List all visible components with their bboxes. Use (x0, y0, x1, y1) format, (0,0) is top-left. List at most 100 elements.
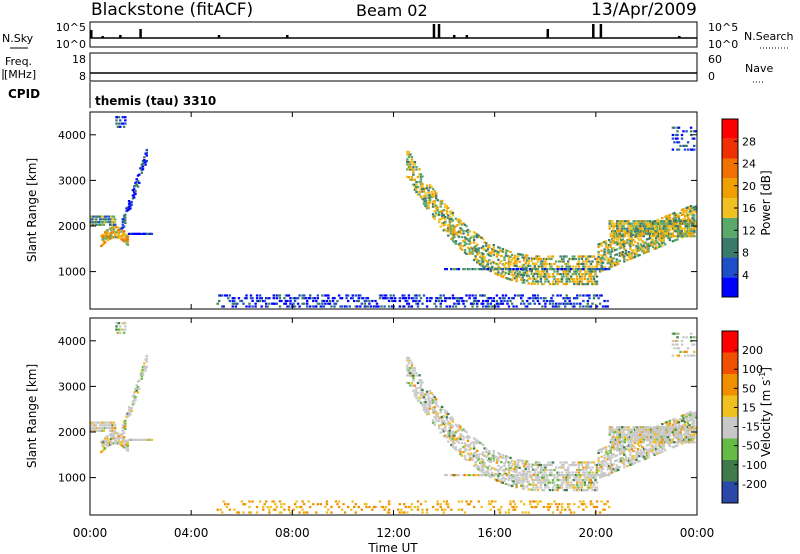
velocity-pixel (477, 458, 480, 461)
velocity-pixel (103, 447, 107, 450)
power-pixel (255, 297, 259, 300)
velocity-pixel (594, 463, 597, 467)
velocity-pixel (439, 431, 442, 434)
power-pixel (347, 294, 350, 297)
velocity-pixel (112, 434, 116, 437)
velocity-pixel (668, 419, 672, 422)
power-pixel (618, 247, 621, 250)
power-pixel (318, 302, 321, 305)
power-pixel (595, 257, 599, 261)
power-pixel (114, 221, 117, 224)
velocity-pixel (476, 459, 479, 462)
power-pixel (466, 233, 470, 237)
power-pixel (216, 302, 219, 305)
power-pixel (628, 230, 632, 233)
velocity-pixel (638, 437, 641, 440)
power-pixel (573, 305, 576, 308)
power-pixel (482, 257, 485, 261)
velocity-pixel (680, 439, 684, 443)
velocity-pixel (222, 500, 225, 503)
velocity-pixel (445, 413, 448, 416)
power-pixel (125, 234, 128, 238)
power-pixel (673, 235, 676, 238)
power-pixel (636, 237, 640, 240)
power-pixel (680, 208, 684, 211)
velocity-pixel (436, 508, 439, 511)
velocity-pixel (472, 464, 476, 468)
velocity-pixel (114, 427, 117, 430)
velocity-pixel (125, 445, 128, 449)
velocity-pixel (683, 421, 687, 424)
power-pixel (483, 266, 486, 269)
velocity-pixel (476, 442, 479, 445)
velocity-pixel (547, 461, 550, 464)
velocity-pixel (591, 474, 594, 477)
power-pixel (532, 262, 535, 265)
power-pixel (468, 297, 471, 300)
velocity-pixel (600, 448, 603, 451)
velocity-pixel (652, 438, 656, 441)
velocity-pixel (325, 503, 329, 506)
power-pixel (541, 270, 544, 273)
power-pixel (656, 235, 659, 238)
velocity-pixel (691, 430, 694, 433)
power-pixel (492, 251, 495, 254)
power-pixel (679, 222, 682, 225)
power-pixel (135, 183, 138, 186)
power-pixel (447, 297, 450, 300)
velocity-pixel (611, 466, 614, 469)
power-pixel (457, 302, 461, 305)
power-pixel (685, 232, 688, 235)
power-pixel (689, 126, 693, 129)
velocity-pixel (595, 463, 599, 467)
power-pixel (442, 214, 445, 217)
power-pixel (406, 163, 409, 166)
velocity-pixel (530, 476, 533, 479)
velocity-pixel (413, 505, 417, 509)
power-pixel (509, 260, 512, 264)
power-pixel (618, 232, 621, 235)
power-pixel (468, 294, 471, 297)
power-pixel (601, 261, 605, 264)
power-pixel (445, 205, 448, 208)
power-pixel (576, 262, 579, 266)
power-pixel (442, 209, 445, 212)
velocity-pixel (403, 503, 406, 506)
power-pixel (513, 259, 517, 262)
power-pixel (466, 239, 470, 242)
velocity-pixel (635, 456, 638, 459)
power-pixel (430, 186, 433, 189)
velocity-pixel (627, 441, 630, 444)
velocity-pixel (425, 408, 429, 411)
velocity-pixel (613, 438, 616, 441)
velocity-pixel (483, 462, 486, 465)
power-pixel (535, 297, 538, 300)
power-pixel (547, 275, 550, 278)
velocity-pixel (562, 489, 565, 492)
power-pixel (551, 283, 555, 286)
velocity-pixel (378, 500, 382, 503)
velocity-pixel (576, 489, 579, 492)
power-pixel (618, 222, 621, 225)
power-pixel (234, 302, 238, 305)
power-pixel (668, 221, 672, 224)
power-pixel (368, 299, 371, 303)
velocity-pixel (573, 461, 576, 464)
power-pixel (501, 268, 505, 271)
power-pixel (576, 280, 579, 283)
velocity-pixel (459, 448, 462, 451)
velocity-pixel (463, 474, 467, 477)
power-pixel (564, 305, 567, 308)
velocity-pixel (477, 468, 480, 471)
power-pixel (510, 297, 514, 300)
power-pixel (600, 257, 603, 260)
power-pixel (616, 227, 619, 230)
velocity-pixel (565, 481, 568, 484)
velocity-pixel (90, 424, 93, 427)
power-pixel (664, 230, 667, 233)
power-pixel (536, 265, 540, 268)
power-pixel (293, 297, 297, 300)
velocity-pixel (515, 476, 518, 479)
velocity-pixel (608, 467, 611, 470)
velocity-pixel (679, 431, 682, 434)
